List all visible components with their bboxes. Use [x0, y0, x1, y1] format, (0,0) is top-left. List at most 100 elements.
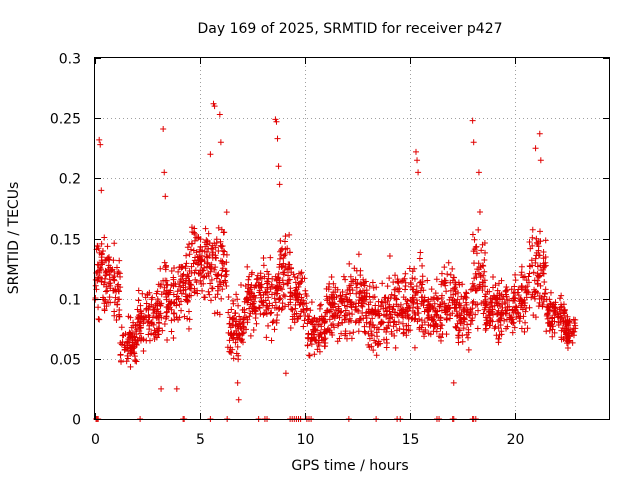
data-point	[292, 287, 299, 294]
data-point	[521, 328, 528, 335]
data-point	[207, 280, 214, 287]
data-point	[542, 286, 549, 293]
data-point	[99, 260, 106, 267]
data-point	[529, 234, 536, 241]
data-point	[441, 264, 448, 271]
data-point	[94, 268, 101, 275]
data-point	[175, 268, 182, 275]
data-point	[287, 293, 294, 300]
data-point	[186, 251, 193, 258]
data-point	[482, 302, 489, 309]
data-point	[316, 305, 323, 312]
data-point	[452, 284, 459, 291]
data-point	[518, 325, 525, 332]
data-point	[529, 242, 536, 249]
data-point	[447, 287, 454, 294]
data-point	[262, 288, 269, 295]
data-point	[353, 318, 360, 325]
data-point	[282, 251, 289, 258]
data-point	[494, 302, 501, 309]
data-point	[570, 332, 577, 339]
y-tick-label: 0.3	[59, 52, 81, 68]
data-point	[212, 271, 219, 278]
data-point	[339, 289, 346, 296]
data-point	[293, 310, 300, 317]
data-point	[124, 339, 131, 346]
data-point	[391, 318, 398, 325]
data-point	[383, 344, 390, 351]
data-point	[104, 243, 111, 250]
data-point	[287, 324, 294, 331]
data-point	[239, 339, 246, 346]
data-point	[430, 316, 437, 323]
data-point	[98, 240, 105, 247]
data-point	[241, 309, 248, 316]
data-point	[197, 258, 204, 265]
data-point	[282, 293, 289, 300]
data-point	[292, 301, 299, 308]
data-point	[559, 315, 566, 322]
data-point	[183, 260, 190, 267]
data-point	[355, 308, 362, 315]
data-point	[570, 316, 577, 323]
data-point	[522, 287, 529, 294]
data-point	[201, 294, 208, 301]
data-point	[454, 296, 461, 303]
data-point	[529, 291, 536, 298]
data-point	[216, 279, 223, 286]
x-axis-label: GPS time / hours	[291, 458, 408, 474]
data-point	[495, 325, 502, 332]
data-point	[518, 269, 525, 276]
data-point	[161, 259, 168, 266]
data-point	[393, 327, 400, 334]
data-point	[493, 299, 500, 306]
data-point	[168, 267, 175, 274]
data-point	[218, 226, 225, 233]
data-point	[507, 315, 514, 322]
data-point	[237, 335, 244, 342]
data-point	[340, 273, 347, 280]
data-point	[388, 291, 395, 298]
data-point	[155, 325, 162, 332]
data-point	[321, 343, 328, 350]
data-point	[402, 286, 409, 293]
data-point	[193, 279, 200, 286]
data-point	[230, 300, 237, 307]
data-point	[411, 275, 418, 282]
data-point	[352, 319, 359, 326]
data-point	[360, 300, 367, 307]
data-point	[536, 130, 543, 137]
data-point	[125, 313, 132, 320]
data-point	[134, 306, 141, 313]
data-point	[385, 322, 392, 329]
data-point	[400, 277, 407, 284]
data-point	[475, 169, 482, 176]
data-point	[99, 247, 106, 254]
data-point	[143, 300, 150, 307]
data-point	[116, 257, 123, 264]
data-point	[230, 355, 237, 362]
data-point	[106, 271, 113, 278]
data-point	[392, 309, 399, 316]
data-point	[158, 314, 165, 321]
data-point	[270, 318, 277, 325]
data-point	[510, 290, 517, 297]
data-point	[160, 125, 167, 132]
data-point	[263, 334, 270, 341]
data-point	[131, 334, 138, 341]
data-point	[532, 145, 539, 152]
data-point	[515, 292, 522, 299]
data-point	[459, 338, 466, 345]
data-point	[301, 275, 308, 282]
data-point	[170, 334, 177, 341]
data-point	[450, 274, 457, 281]
data-point	[268, 291, 275, 298]
data-point	[274, 135, 281, 142]
data-point	[158, 291, 165, 298]
data-point	[449, 277, 456, 284]
data-point	[335, 321, 342, 328]
data-point	[273, 317, 280, 324]
data-point	[334, 286, 341, 293]
data-point	[98, 266, 104, 273]
